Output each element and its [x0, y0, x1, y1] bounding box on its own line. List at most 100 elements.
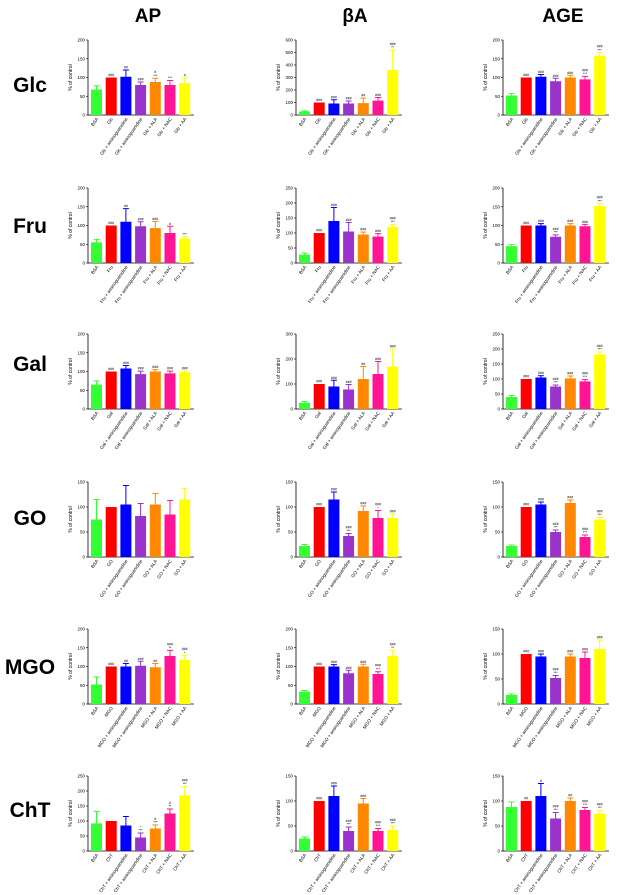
- category-label: Fru + NAC: [364, 264, 381, 285]
- y-tick-label: 0: [497, 407, 500, 412]
- significance-label: ##: [153, 659, 157, 663]
- y-tick-label: 100: [77, 223, 85, 228]
- bar: [299, 546, 310, 557]
- significance-label: ##: [568, 794, 572, 798]
- bar: [357, 234, 369, 263]
- significance-line: ###: [182, 647, 188, 651]
- y-axis-label: % of control: [68, 800, 74, 826]
- significance-label: ###: [123, 361, 129, 365]
- bar: [135, 374, 147, 409]
- y-tick-label: 250: [285, 186, 293, 191]
- y-tick-label: 100: [492, 223, 500, 228]
- significance-label: ###: [346, 380, 352, 384]
- y-tick-label: 150: [285, 216, 293, 221]
- bar: [550, 818, 562, 851]
- y-tick-label: 50: [80, 834, 86, 839]
- category-label: Gal: [314, 411, 322, 420]
- significance-label: ###: [567, 372, 573, 376]
- significance-line: ***: [391, 220, 396, 224]
- category-label: Gal + NAC: [364, 410, 381, 432]
- y-axis-label: % of control: [68, 212, 74, 238]
- significance-line: *: [140, 825, 142, 829]
- bar: [506, 807, 517, 851]
- y-tick-label: 0: [290, 261, 293, 266]
- category-label: Fru + NAC: [571, 264, 588, 285]
- category-label: Glc: [521, 116, 529, 125]
- bar: [520, 225, 532, 263]
- y-tick-label: 0: [290, 407, 293, 412]
- significance-line: ###: [597, 196, 603, 200]
- category-label: MGO + aminoguanidine: [111, 705, 143, 748]
- y-tick-label: 100: [77, 819, 85, 824]
- y-tick-label: 200: [77, 38, 85, 43]
- bar: [550, 386, 562, 409]
- significance-label: ### ***: [597, 344, 603, 352]
- category-label: MGO + AA: [171, 705, 188, 727]
- significance-label: ###: [167, 367, 173, 371]
- bar: [506, 397, 517, 409]
- chart-mgo-ba: 0 50 100 150 200 % of control BSA ### MGO ### MGO …: [276, 627, 402, 748]
- significance-label: # ***: [153, 817, 158, 825]
- significance-line: ###: [375, 820, 381, 824]
- significance-label: ###: [108, 662, 114, 666]
- y-tick-label: 0: [82, 261, 85, 266]
- significance-label: ###: [567, 71, 573, 75]
- y-tick-label: 100: [285, 100, 293, 105]
- category-label: MGO: [519, 705, 530, 717]
- bar: [372, 374, 384, 409]
- bar: [164, 813, 176, 851]
- significance-label: #: [540, 779, 542, 783]
- significance-label: ### ***: [375, 664, 381, 672]
- bar: [387, 70, 399, 115]
- y-tick-label: 50: [495, 94, 501, 99]
- y-tick-label: 50: [495, 824, 501, 829]
- category-label: BSA: [505, 705, 515, 716]
- bar: [105, 225, 117, 263]
- significance-line: ***: [598, 48, 603, 52]
- significance-label: ###: [331, 376, 337, 380]
- significance-label: ### ***: [390, 217, 396, 225]
- significance-line: ***: [583, 803, 588, 807]
- significance-label: ##: [524, 797, 528, 801]
- y-tick-label: 50: [80, 242, 86, 247]
- significance-label: ###: [597, 636, 603, 640]
- category-label: BSA: [90, 852, 100, 863]
- significance-label: ###: [316, 229, 322, 233]
- significance-line: ***: [598, 513, 603, 517]
- y-tick-label: 150: [285, 774, 293, 779]
- category-label: ChT + AA: [380, 852, 396, 872]
- bar: [343, 389, 355, 409]
- column-title-0: AP: [135, 6, 162, 27]
- significance-line: ###: [346, 819, 352, 823]
- y-tick-label: 250: [77, 774, 85, 779]
- bar: [149, 82, 161, 115]
- row-title-mgo: MGO: [5, 656, 55, 679]
- bar: [120, 76, 132, 115]
- bar: [91, 384, 102, 409]
- bar: [91, 519, 102, 557]
- significance-label: ### ***: [597, 196, 603, 204]
- y-tick-label: 0: [82, 113, 85, 118]
- significance-label: ### ***: [390, 818, 396, 826]
- category-label: BSA: [505, 852, 515, 863]
- significance-line: ***: [583, 375, 588, 379]
- significance-line: ###: [582, 527, 588, 531]
- bar: [550, 81, 562, 115]
- category-label: Fru + NAC: [156, 264, 173, 285]
- significance-label: ###: [523, 73, 529, 77]
- y-axis-label: % of control: [483, 64, 489, 90]
- category-label: ChT: [313, 853, 322, 863]
- bar: [357, 666, 369, 704]
- significance-label: ### *: [375, 502, 381, 510]
- significance-line: #: [169, 801, 171, 805]
- significance-label: ###: [346, 666, 352, 670]
- category-label: Gal + AA: [588, 410, 603, 429]
- y-tick-label: 200: [285, 88, 293, 93]
- bar: [91, 823, 102, 851]
- significance-line: ***: [583, 531, 588, 535]
- category-label: BSA: [505, 264, 515, 275]
- bar: [105, 507, 117, 557]
